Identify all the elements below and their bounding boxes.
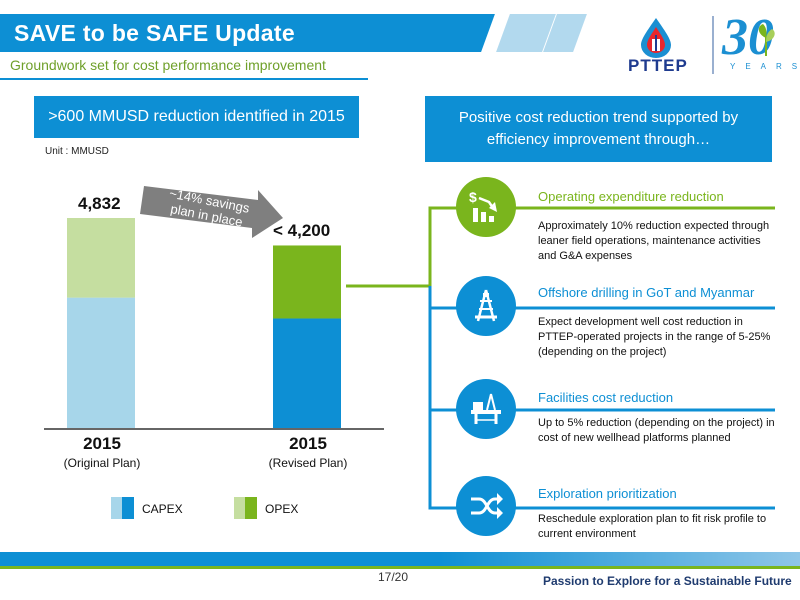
item-title: Operating expenditure reduction	[538, 189, 724, 204]
item-title: Offshore drilling in GoT and Myanmar	[538, 285, 755, 300]
page-title: SAVE to be SAFE Update	[14, 20, 295, 46]
title-bar	[0, 14, 498, 52]
logo-divider	[712, 16, 714, 74]
legend-swatch-capex-dark	[122, 497, 134, 519]
item-description: Approximately 10% reduction expected thr…	[538, 220, 770, 262]
chart-axis	[44, 428, 384, 430]
category-sublabel: (Original Plan)	[63, 456, 141, 470]
category-label: 2015	[83, 434, 121, 453]
item-title: Exploration prioritization	[538, 486, 677, 501]
right-banner: Positive cost reduction trend supported …	[425, 96, 772, 162]
leaf-icon	[758, 24, 775, 56]
legend-swatch-opex-dark	[245, 497, 257, 519]
item-description: Up to 5% reduction (depending on the pro…	[538, 417, 775, 444]
logo-text: PTTEP	[628, 56, 688, 75]
left-banner: >600 MMUSD reduction identified in 2015	[34, 96, 359, 138]
unit-label: Unit : MMUSD	[45, 146, 109, 157]
item-title: Facilities cost reduction	[538, 390, 674, 405]
footer-stripe	[0, 566, 800, 569]
bar-segment-opex	[67, 218, 135, 298]
legend-label-opex: OPEX	[265, 502, 299, 516]
bar-value-label: < 4,200	[273, 221, 331, 241]
item-description: Expect development well cost reduction i…	[538, 316, 771, 358]
bar-segment-capex	[273, 318, 341, 428]
item-description: Reschedule exploration plan to fit risk …	[538, 513, 767, 540]
footer-stripe	[0, 552, 800, 566]
svg-text:$: $	[469, 189, 477, 205]
cost-reduction-icon: $	[456, 177, 516, 237]
legend-label-capex: CAPEX	[142, 502, 183, 516]
offshore-platform-icon	[456, 379, 516, 439]
shuffle-icon	[456, 476, 516, 536]
drilling-rig-icon	[456, 276, 516, 336]
legend-swatch-opex-light	[234, 497, 245, 519]
footer-tagline: Passion to Explore for a Sustainable Fut…	[543, 574, 792, 588]
bar-segment-opex	[273, 245, 341, 319]
savings-arrow	[140, 186, 283, 238]
bar-value-label: 4,832	[78, 194, 121, 213]
anniversary-years: YEARS	[730, 62, 800, 71]
category-sublabel: (Revised Plan)	[268, 456, 348, 470]
legend-swatch-capex-light	[111, 497, 122, 519]
pttep-logo-icon	[641, 18, 671, 58]
subtitle-underline	[0, 78, 368, 80]
page-number: 17/20	[378, 570, 409, 584]
bar-segment-capex	[67, 297, 135, 428]
category-label: 2015	[289, 434, 327, 453]
page-subtitle: Groundwork set for cost performance impr…	[10, 57, 326, 73]
